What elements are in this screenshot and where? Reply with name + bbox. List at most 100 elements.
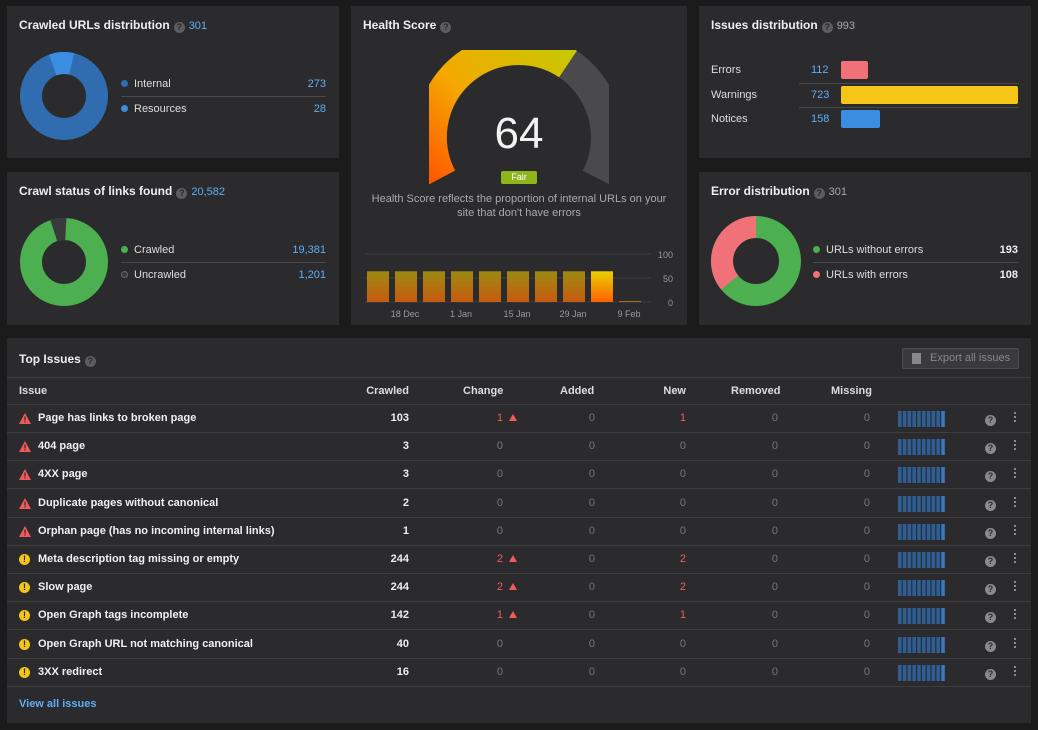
- table-row[interactable]: ! Open Graph tags incomplete 142 1 0 1 0 0?: [7, 602, 1031, 631]
- issues-dist-value[interactable]: 723: [811, 89, 830, 101]
- sparkline-bar: [936, 636, 940, 653]
- issue-help-icon[interactable]: ?: [985, 498, 996, 511]
- legend-item-crawled[interactable]: Crawled 19,381: [121, 238, 326, 262]
- table-row[interactable]: ! Slow page 244 2 0 2 0 0?: [7, 574, 1031, 603]
- legend-item-urls-with-errors[interactable]: URLs with errors 108: [813, 262, 1018, 286]
- issue-name[interactable]: Orphan page (has no incoming internal li…: [38, 524, 275, 537]
- notices-bar[interactable]: [841, 110, 880, 128]
- more-options-icon[interactable]: [1013, 496, 1017, 511]
- more-options-icon[interactable]: [1013, 637, 1017, 652]
- trend-sparkline[interactable]: [898, 636, 946, 653]
- legend-item-resources[interactable]: Resources 28: [121, 96, 326, 120]
- table-row[interactable]: Orphan page (has no incoming internal li…: [7, 518, 1031, 546]
- issues-dist-errors[interactable]: Errors 112: [711, 58, 1019, 82]
- issue-help-icon[interactable]: ?: [985, 413, 996, 426]
- issue-name[interactable]: Duplicate pages without canonical: [38, 496, 219, 509]
- more-options-icon[interactable]: [1013, 552, 1017, 567]
- issues-dist-count: 993: [836, 20, 856, 32]
- error-dist-legend: URLs without errors 193 URLs with errors 1…: [813, 238, 1018, 286]
- warnings-bar[interactable]: [841, 86, 1018, 104]
- export-all-issues-button[interactable]: Export all issues: [902, 348, 1019, 369]
- uncrawled-dot: [121, 271, 128, 278]
- issue-name[interactable]: 4XX page: [38, 468, 88, 481]
- help-icon[interactable]: ?: [173, 22, 185, 33]
- more-options-icon[interactable]: [1013, 608, 1017, 623]
- crawled-urls-count[interactable]: 301: [188, 20, 208, 32]
- col-removed[interactable]: Removed: [731, 385, 781, 397]
- col-crawled[interactable]: Crawled: [366, 385, 409, 397]
- issue-name[interactable]: Page has links to broken page: [38, 412, 197, 424]
- trend-sparkline[interactable]: [898, 523, 946, 540]
- help-icon[interactable]: ?: [84, 356, 96, 367]
- errors-bar[interactable]: [841, 61, 868, 79]
- legend-item-internal[interactable]: Internal 273: [121, 72, 326, 96]
- view-all-issues-link[interactable]: View all issues: [19, 698, 97, 710]
- resources-dot: [121, 105, 128, 112]
- more-options-icon[interactable]: [1013, 524, 1017, 539]
- legend-value[interactable]: 28: [313, 103, 326, 115]
- help-icon[interactable]: ?: [813, 188, 825, 199]
- more-options-icon[interactable]: [1013, 411, 1017, 426]
- col-change[interactable]: Change: [463, 385, 504, 397]
- crawl-status-count[interactable]: 20,582: [191, 186, 226, 198]
- more-options-icon[interactable]: [1013, 580, 1017, 595]
- legend-value[interactable]: 108: [999, 269, 1018, 281]
- help-icon[interactable]: ?: [440, 22, 452, 33]
- trend-sparkline[interactable]: [898, 552, 946, 568]
- col-added[interactable]: Added: [560, 385, 595, 397]
- issue-name[interactable]: 404 page: [38, 440, 86, 453]
- help-icon[interactable]: ?: [176, 188, 188, 199]
- issue-name[interactable]: 3XX redirect: [38, 665, 103, 678]
- trend-sparkline[interactable]: [898, 495, 946, 512]
- issue-name[interactable]: Open Graph URL not matching canonical: [38, 637, 253, 650]
- issue-help-icon[interactable]: ?: [985, 554, 996, 567]
- issues-dist-notices[interactable]: Notices 158: [711, 107, 1019, 131]
- more-options-icon[interactable]: [1013, 439, 1017, 454]
- issues-dist-value[interactable]: 158: [811, 113, 830, 125]
- table-row[interactable]: ! Open Graph URL not matching canonical 40…: [7, 631, 1031, 659]
- table-row[interactable]: 4XX page 3 0 0 0 0 0?: [7, 461, 1031, 490]
- issue-name[interactable]: Open Graph tags incomplete: [38, 609, 189, 622]
- legend-value[interactable]: 273: [307, 78, 326, 90]
- trend-sparkline[interactable]: [898, 608, 946, 625]
- sparkline-bar: [941, 636, 945, 653]
- issue-name[interactable]: Slow page: [38, 581, 93, 594]
- issue-help-icon[interactable]: ?: [985, 469, 996, 483]
- table-row[interactable]: Duplicate pages without canonical 2 0 0 0 0 0?: [7, 490, 1031, 518]
- trend-sparkline[interactable]: [898, 580, 946, 597]
- table-row[interactable]: ! Meta description tag missing or empty 24…: [7, 546, 1031, 574]
- crawled-dot: [121, 246, 128, 253]
- trend-sparkline[interactable]: [898, 467, 946, 484]
- more-options-icon[interactable]: [1013, 467, 1017, 482]
- legend-item-uncrawled[interactable]: Uncrawled 1,201: [121, 262, 326, 286]
- legend-value[interactable]: 19,381: [292, 244, 326, 256]
- help-icon[interactable]: ?: [821, 22, 833, 33]
- legend-value[interactable]: 1,201: [298, 269, 326, 281]
- sparkline-bar: [898, 439, 902, 456]
- legend-item-urls-without-errors[interactable]: URLs without errors 193: [813, 238, 1018, 262]
- issue-help-icon[interactable]: ?: [985, 639, 996, 652]
- sparkline-bar: [936, 664, 940, 681]
- issue-help-icon[interactable]: ?: [985, 526, 996, 539]
- trend-sparkline[interactable]: [898, 664, 946, 681]
- issue-help-icon[interactable]: ?: [985, 441, 996, 455]
- col-missing[interactable]: Missing: [831, 385, 872, 397]
- issue-help-icon[interactable]: ?: [985, 582, 996, 596]
- issues-dist-value[interactable]: 112: [811, 64, 829, 76]
- legend-value[interactable]: 193: [999, 244, 1018, 256]
- issue-help-icon[interactable]: ?: [985, 667, 996, 680]
- table-row[interactable]: 404 page 3 0 0 0 0 0?: [7, 433, 1031, 462]
- sparkline-bar: [936, 608, 940, 625]
- issue-help-icon[interactable]: ?: [985, 610, 996, 624]
- table-row[interactable]: Page has links to broken page 103 1 0 1 0 0?: [7, 405, 1031, 433]
- col-issue[interactable]: Issue: [19, 385, 48, 397]
- issues-dist-warnings[interactable]: Warnings 723: [711, 83, 1019, 107]
- more-options-icon[interactable]: [1013, 665, 1017, 680]
- error-dist-donut: [711, 216, 801, 306]
- trend-sparkline[interactable]: [898, 439, 946, 456]
- divider: [799, 107, 1019, 108]
- issue-name[interactable]: Meta description tag missing or empty: [38, 553, 240, 565]
- trend-sparkline[interactable]: [898, 411, 946, 427]
- table-row[interactable]: ! 3XX redirect 16 0 0 0 0 0?: [7, 659, 1031, 687]
- col-new[interactable]: New: [663, 385, 686, 397]
